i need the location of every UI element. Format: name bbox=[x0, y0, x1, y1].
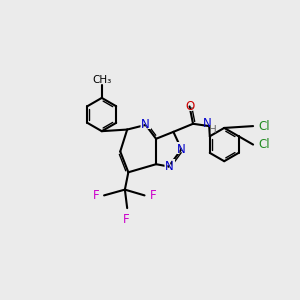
Text: F: F bbox=[92, 189, 99, 202]
Text: N: N bbox=[139, 117, 152, 132]
Text: CH₃: CH₃ bbox=[92, 75, 111, 85]
Text: N: N bbox=[175, 142, 188, 157]
Text: F: F bbox=[150, 189, 156, 202]
Text: O: O bbox=[183, 99, 196, 114]
Text: N: N bbox=[164, 160, 173, 173]
Text: Cl: Cl bbox=[258, 120, 270, 133]
Text: N: N bbox=[162, 159, 175, 174]
Text: N: N bbox=[177, 143, 186, 156]
Text: N: N bbox=[141, 118, 150, 131]
Text: N: N bbox=[203, 117, 212, 130]
Text: F: F bbox=[123, 213, 129, 226]
Text: H: H bbox=[209, 124, 217, 135]
Text: Cl: Cl bbox=[258, 138, 270, 151]
Text: O: O bbox=[185, 100, 194, 113]
